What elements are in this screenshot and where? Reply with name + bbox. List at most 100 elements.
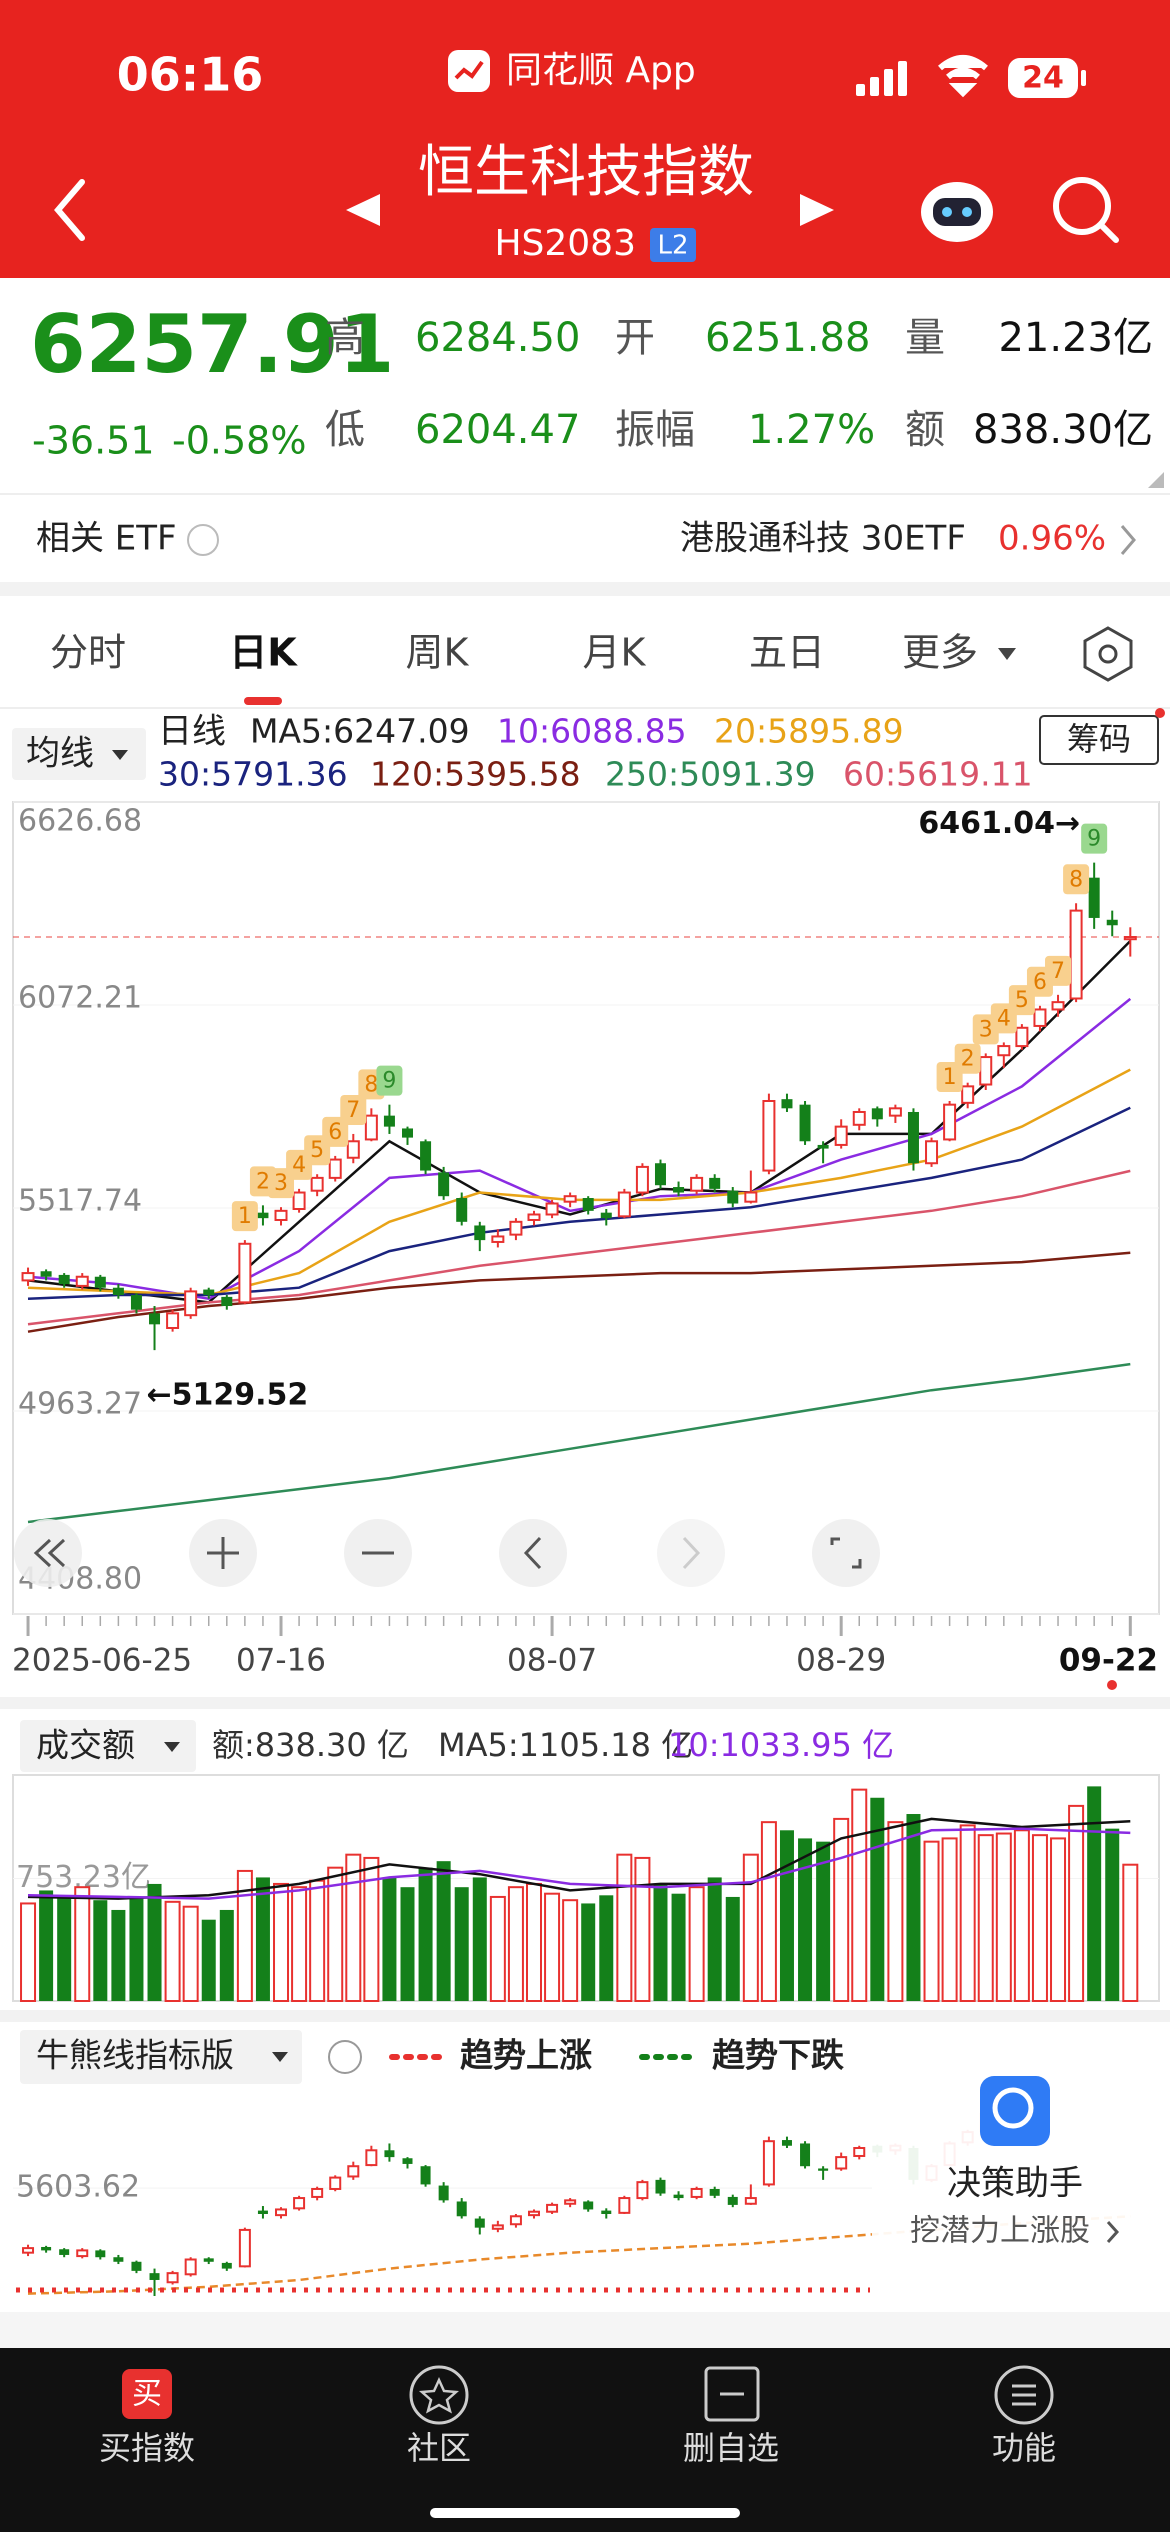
candle-body [420, 1141, 432, 1171]
nine-turn-label: 9 [382, 1069, 396, 1094]
candle-body [257, 1212, 269, 1219]
nine-turn-label: 6 [328, 1120, 342, 1145]
app-name: 同花顺 App [506, 50, 696, 91]
nav-item[interactable]: 社区 [407, 2429, 471, 2467]
volume-item: 10:1033.95 亿 [668, 1726, 894, 1764]
etf-name[interactable]: 港股通科技 30ETF [680, 519, 966, 559]
price-change-pct: -0.58% [172, 419, 306, 463]
candle-body [184, 2258, 197, 2276]
volume-bar [309, 1879, 326, 2003]
candle-body [491, 2224, 504, 2230]
expand-corner[interactable] [1148, 472, 1164, 488]
etf-chevron[interactable] [1120, 525, 1136, 555]
candle-body [654, 1163, 666, 1186]
tab[interactable]: 更多 [902, 631, 978, 675]
home-indicator [430, 2508, 740, 2518]
candle-body [601, 2210, 612, 2214]
next-button[interactable] [800, 194, 834, 226]
candle-body [709, 2188, 720, 2196]
nav-icon [994, 2365, 1054, 2425]
nav-item[interactable]: 买指数 [99, 2429, 195, 2467]
plus [207, 1537, 239, 1569]
volume-bar [833, 1817, 850, 2003]
help-icon[interactable] [187, 524, 219, 556]
volume-bar [382, 1877, 397, 2001]
assistant-card[interactable] [872, 2064, 1162, 2254]
candle-body [384, 2150, 395, 2158]
candle-body [673, 1187, 685, 1193]
ma-caret [112, 750, 128, 760]
tab-active[interactable]: 日K [229, 631, 298, 675]
candle-body [364, 1114, 378, 1141]
ma-legend-item: MA5:6247.09 [250, 712, 470, 751]
candle-body [75, 1275, 89, 1287]
volume-bar [634, 1856, 651, 2003]
field-label: 低 [325, 407, 365, 453]
volume-bar [418, 1867, 433, 2001]
gap [0, 582, 1170, 596]
step-forward-button[interactable] [657, 1519, 725, 1587]
candle-body [438, 2185, 449, 2201]
settings-dot [1098, 644, 1118, 664]
candle-body [328, 1158, 342, 1179]
tab[interactable]: 周K [406, 631, 470, 675]
volume-bar [525, 1882, 542, 2003]
nine-turn-badge [1081, 823, 1108, 854]
nine-turn-label: 9 [1087, 827, 1101, 852]
candle-body [762, 2140, 775, 2186]
volume-bar [363, 1856, 380, 2003]
step-back-button[interactable] [499, 1519, 567, 1587]
field-value: 6204.47 [415, 407, 580, 453]
nav-icon [409, 2365, 469, 2425]
ma-legend-item: 250:5091.39 [605, 755, 816, 794]
nav-item[interactable]: 删自选 [683, 2429, 779, 2467]
gap [0, 2010, 1170, 2022]
more-caret [998, 648, 1016, 660]
tab-bar [0, 2348, 1170, 2532]
price-change: -36.51 [32, 419, 155, 463]
candle-body [1015, 1026, 1029, 1048]
line [27, 1817, 1131, 1900]
candle-body [1088, 877, 1100, 918]
candle-body [131, 2261, 142, 2271]
x-tick-label: 2025-06-25 [12, 1643, 192, 1679]
search-handle [1098, 222, 1119, 243]
tab[interactable]: 分时 [50, 631, 126, 675]
help-icon[interactable] [328, 2040, 362, 2074]
legend-down: 趋势下跌 [712, 2036, 844, 2075]
candle-body [1033, 1008, 1047, 1027]
ma-button[interactable] [12, 728, 146, 780]
candle-body [818, 2168, 829, 2171]
candle-body [221, 1296, 233, 1307]
index-title: 恒生科技指数 [418, 140, 754, 205]
index-code: HS2083 [494, 223, 636, 264]
volume-bar [779, 1830, 794, 2001]
search-button[interactable] [1053, 177, 1111, 235]
chips-button[interactable] [1039, 715, 1159, 765]
back-button[interactable] [54, 179, 85, 241]
y-tick-label: 4963.27 [18, 1387, 142, 1422]
fullscreen-button[interactable] [812, 1519, 880, 1587]
candle-body [655, 2179, 666, 2194]
volume-bar [941, 1837, 958, 2002]
field-value: 21.23亿 [998, 315, 1153, 361]
candle-body [112, 1287, 124, 1296]
prev-button[interactable] [346, 194, 380, 226]
nav-item[interactable]: 功能 [992, 2429, 1056, 2467]
candle-body [744, 2197, 757, 2205]
volume-bar [74, 1886, 91, 2002]
candle-body [113, 2257, 124, 2262]
volume-bar [182, 1905, 199, 2003]
battery-level: 24 [1022, 61, 1064, 96]
max-annotation: 6461.04→ [918, 806, 1080, 841]
field-value: 6284.50 [415, 315, 580, 361]
chips-label: 筹码 [1067, 720, 1131, 758]
volume-bar [454, 1887, 469, 2001]
indicator-button[interactable] [20, 2030, 302, 2084]
candle-body [346, 1140, 360, 1159]
volume-button[interactable] [20, 1720, 196, 1772]
settings-icon[interactable] [1083, 626, 1133, 682]
tab[interactable]: 五日 [749, 631, 825, 675]
tab[interactable]: 月K [583, 631, 647, 675]
